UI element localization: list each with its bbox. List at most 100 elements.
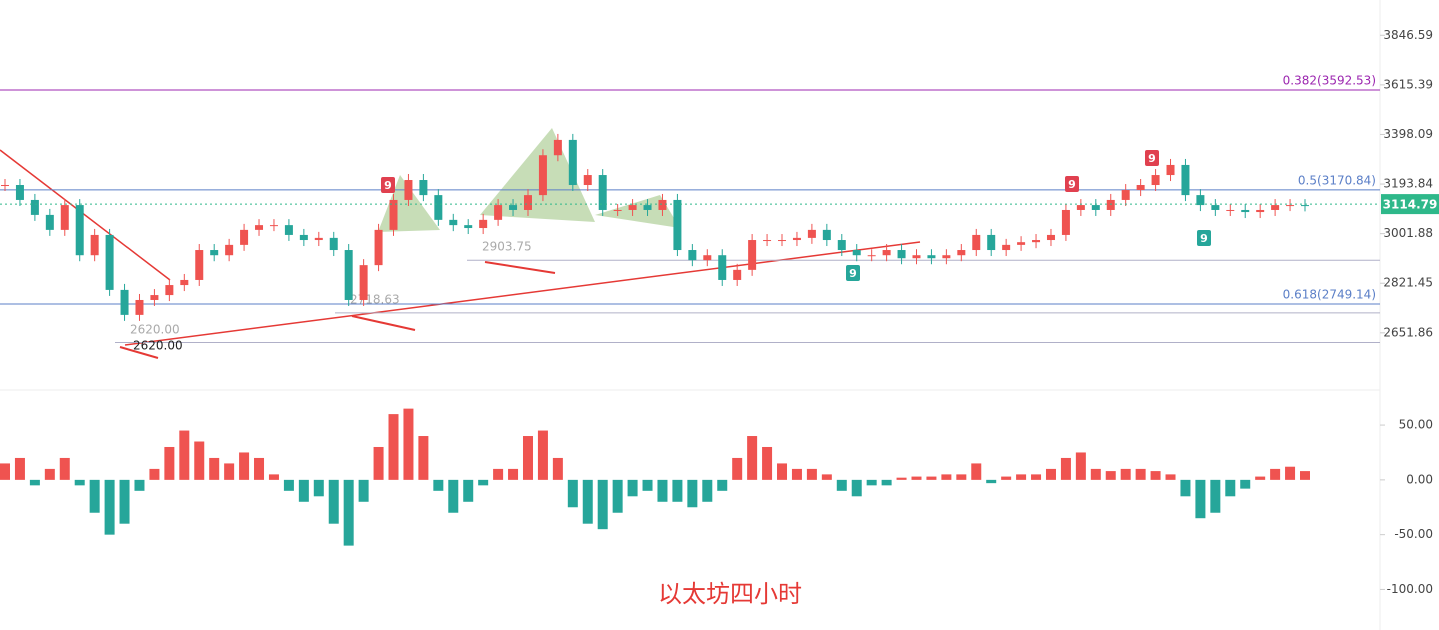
candle <box>837 240 846 251</box>
signal-badge <box>1145 150 1159 166</box>
candle <box>1002 244 1011 251</box>
candle <box>255 225 264 230</box>
candle <box>553 139 562 156</box>
chart-title: 以太坊四小时 <box>658 580 802 608</box>
candle <box>957 250 966 256</box>
candle <box>240 229 249 245</box>
signal-text: 9 <box>1068 178 1076 191</box>
candle <box>479 219 488 229</box>
candle <box>658 199 667 210</box>
macd-bar <box>762 446 773 480</box>
candle <box>673 199 682 251</box>
candle <box>1032 240 1041 243</box>
macd-bar <box>358 479 369 502</box>
candle <box>972 234 981 251</box>
candle <box>75 205 84 256</box>
candle <box>583 175 592 186</box>
macd-bar <box>59 457 70 480</box>
macd-bar <box>612 479 623 513</box>
macd-bar <box>463 479 474 502</box>
y-tick-label: 2821.45 <box>1383 276 1433 290</box>
macd-bar <box>806 468 817 480</box>
macd-bar <box>642 479 653 491</box>
y-tick-label: -50.00 <box>1394 527 1433 541</box>
candle <box>165 285 174 296</box>
trend-line <box>0 149 171 281</box>
candle <box>60 205 69 230</box>
macd-bar <box>44 468 55 480</box>
candle <box>389 199 398 230</box>
y-tick-label: 3398.09 <box>1383 127 1433 141</box>
candle <box>419 180 428 196</box>
candle <box>538 155 547 196</box>
candle <box>927 255 936 259</box>
candle <box>807 229 816 238</box>
low-label: 2903.75 <box>482 240 532 254</box>
macd-bar <box>0 463 10 480</box>
y-tick-label: 3846.59 <box>1383 28 1433 42</box>
macd-bar <box>597 479 608 530</box>
candle <box>912 255 921 259</box>
candle <box>359 265 368 300</box>
macd-bar <box>1180 479 1191 497</box>
candle <box>210 250 219 256</box>
y-tick-label: 50.00 <box>1399 418 1433 432</box>
arrow <box>351 315 416 331</box>
macd-bar <box>747 436 758 480</box>
candle <box>1181 164 1190 196</box>
candle <box>1091 205 1100 210</box>
candle <box>195 250 204 280</box>
candle <box>509 205 518 210</box>
macd-bar <box>239 452 250 480</box>
macd-bar <box>433 479 444 491</box>
macd-bar <box>328 479 339 524</box>
signal-text: 9 <box>849 267 857 280</box>
candle <box>329 237 338 251</box>
macd-bar <box>657 479 668 502</box>
candle <box>1166 164 1175 176</box>
macd-bar <box>194 441 205 480</box>
macd-bar <box>672 479 683 502</box>
candle <box>374 229 383 266</box>
candle <box>180 279 189 286</box>
candle <box>1046 234 1055 241</box>
macd-bar <box>1016 474 1027 480</box>
candle <box>688 250 697 261</box>
macd-bar <box>478 479 489 486</box>
signal-badge <box>846 265 860 281</box>
candle <box>733 269 742 280</box>
arrow <box>119 346 159 359</box>
candle <box>852 250 861 256</box>
signal-badge <box>1197 230 1211 246</box>
trend-line <box>124 241 921 346</box>
candle <box>882 250 891 256</box>
fib-label: 0.5(3170.84) <box>1298 173 1376 187</box>
arrow <box>484 261 556 274</box>
macd-bar <box>851 479 862 497</box>
candle <box>718 255 727 280</box>
macd-bar <box>14 457 25 480</box>
macd-bar <box>1001 476 1012 480</box>
macd-bar <box>298 479 309 502</box>
candle <box>449 219 458 226</box>
signal-badge <box>1065 176 1079 192</box>
macd-bar <box>1195 479 1206 519</box>
pattern <box>480 128 595 222</box>
candle <box>1301 205 1309 207</box>
candle <box>568 139 577 186</box>
macd-bar <box>866 479 877 486</box>
macd-bar <box>224 463 235 480</box>
macd-bar <box>986 479 997 484</box>
macd-bar <box>567 479 578 508</box>
candle <box>763 240 772 242</box>
macd-bar <box>448 479 459 513</box>
candle <box>1211 205 1220 210</box>
candle <box>344 250 353 300</box>
macd-bar <box>702 479 713 502</box>
macd-bar <box>1240 479 1251 489</box>
candle <box>628 205 637 210</box>
candle <box>30 199 39 215</box>
candle <box>464 225 473 229</box>
candle <box>1136 185 1145 191</box>
